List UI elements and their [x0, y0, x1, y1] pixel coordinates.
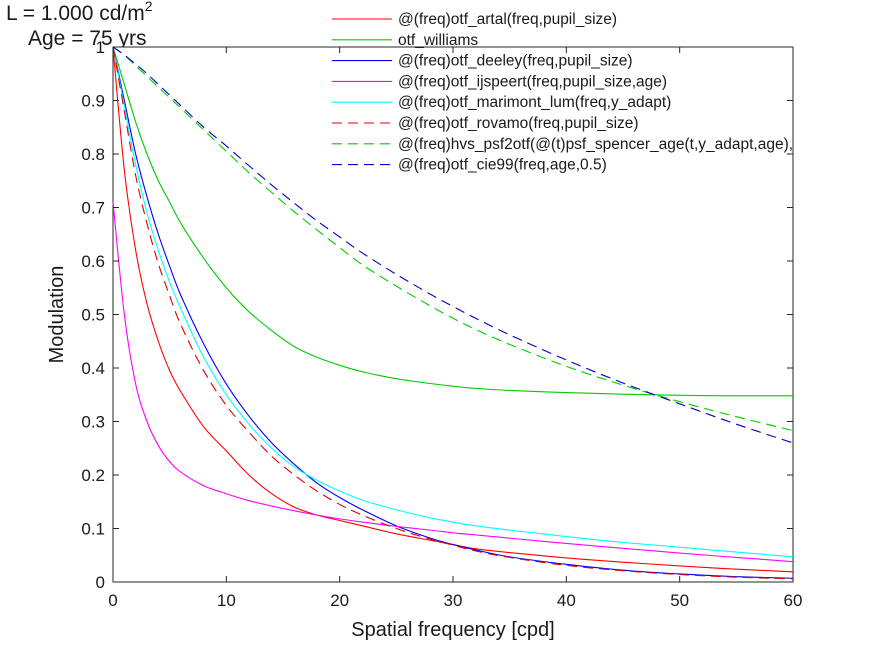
legend-label-3: @(freq)otf_ijspeert(freq,pupil_size,age) [398, 73, 667, 90]
legend-label-6: @(freq)hvs_psf2otf(@(t)psf_spencer_age(t… [398, 136, 793, 153]
x-tick-label: 60 [784, 591, 803, 610]
title-superscript: 2 [145, 0, 153, 14]
x-tick-label: 20 [330, 591, 349, 610]
y-tick-label: 0 [96, 573, 105, 592]
series-line-1 [112, 46, 794, 397]
legend-label-1: otf_williams [398, 32, 478, 49]
y-tick-label: 1 [96, 38, 105, 57]
y-tick-label: 0.9 [81, 92, 105, 111]
y-tick-label: 0.2 [81, 466, 105, 485]
title-luminance-text: L = 1.000 cd/m [6, 2, 145, 25]
series-line-0 [112, 46, 794, 573]
series-lines [112, 46, 794, 580]
x-tick-label: 40 [557, 591, 576, 610]
series-line-5 [112, 46, 794, 580]
legend-label-5: @(freq)otf_rovamo(freq,pupil_size) [398, 115, 639, 132]
x-axis-label: Spatial frequency [cpd] [351, 619, 554, 641]
chart-title: L = 1.000 cd/m2 Age = 75 yrs [6, 0, 153, 50]
legend: @(freq)otf_artal(freq,pupil_size) otf_wil… [332, 11, 793, 174]
y-tick-label: 0.3 [81, 413, 105, 432]
legend-label-7: @(freq)otf_cie99(freq,age,0.5) [398, 157, 607, 174]
x-tick-label: 50 [670, 591, 689, 610]
legend-label-2: @(freq)otf_deeley(freq,pupil_size) [398, 53, 633, 70]
x-tick-label: 30 [444, 591, 463, 610]
series-line-4 [112, 46, 794, 558]
title-line-age: Age = 75 yrs [28, 27, 146, 50]
series-line-2 [112, 46, 794, 579]
y-tick-label: 0.6 [81, 252, 105, 271]
y-tick-label: 0.7 [81, 199, 105, 218]
legend-label-4: @(freq)otf_marimont_lum(freq,y_adapt) [398, 94, 671, 111]
y-tick-label: 0.5 [81, 306, 105, 325]
y-tick-label: 0.8 [81, 145, 105, 164]
y-tick-label: 0.4 [81, 359, 105, 378]
y-axis-label: Modulation [46, 266, 68, 364]
x-tick-label: 10 [217, 591, 236, 610]
series-line-3 [112, 202, 794, 563]
title-line-luminance: L = 1.000 cd/m2 [6, 0, 153, 25]
axes: 0 10 20 30 40 50 60 0 0.1 0.2 0.3 0.4 0.5 0.6 0.7 0.8 0.… [81, 38, 802, 610]
series-line-6 [112, 46, 794, 432]
x-tick-label: 0 [108, 591, 117, 610]
y-tick-label: 0.1 [81, 520, 105, 539]
legend-label-0: @(freq)otf_artal(freq,pupil_size) [398, 11, 617, 28]
